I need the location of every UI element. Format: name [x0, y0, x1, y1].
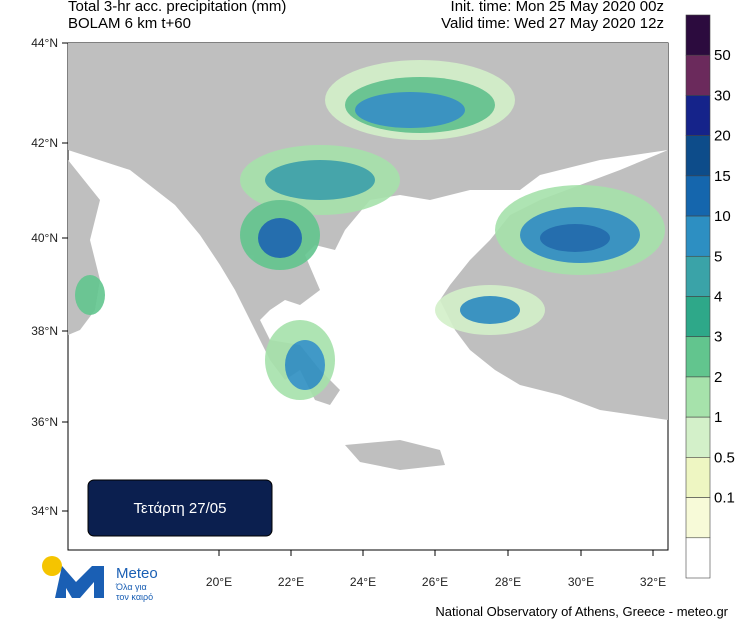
colorbar-label: 30: [714, 87, 731, 104]
valid-time: Valid time: Wed 27 May 2020 12z: [441, 15, 664, 32]
colorbar-box: [685, 416, 711, 458]
colorbar-box: [685, 537, 711, 579]
lat-tick-label: 38°N: [31, 324, 58, 338]
colorbar-box: [685, 215, 711, 257]
lat-tick-label: 44°N: [31, 36, 58, 50]
lon-tick-label: 22°E: [278, 575, 304, 589]
init-time: Init. time: Mon 25 May 2020 00z: [451, 0, 664, 15]
lon-ticks: 20°E 22°E 24°E 26°E 28°E 30°E 32°E: [206, 550, 666, 589]
logo: Meteo Όλα για τον καιρό: [42, 556, 158, 602]
map: 44°N 42°N 40°N 38°N 36°N 34°N 20°E 22°E 24°E 26°…: [31, 36, 669, 589]
colorbar-box: [685, 175, 711, 217]
colorbar-label: 2: [714, 369, 722, 386]
lon-tick-label: 26°E: [422, 575, 448, 589]
precipitation: [75, 60, 665, 400]
colorbar-box: [685, 336, 711, 378]
colorbar-label: 0.1: [714, 490, 735, 507]
lat-tick-label: 40°N: [31, 231, 58, 245]
colorbar-box: [685, 135, 711, 177]
footer: National Observatory of Athens, Greece -…: [435, 604, 728, 619]
lon-tick-label: 32°E: [640, 575, 666, 589]
logo-sun: [42, 556, 62, 576]
lat-tick-label: 42°N: [31, 136, 58, 150]
day-box: [87, 479, 273, 537]
logo-tagline: τον καιρό: [116, 592, 153, 602]
subtitle: BOLAM 6 km t+60: [68, 15, 191, 32]
lat-tick-label: 36°N: [31, 415, 58, 429]
land-balkans: [68, 43, 668, 405]
lon-tick-label: 28°E: [495, 575, 521, 589]
land-crete: [345, 440, 445, 470]
lon-tick-label: 24°E: [350, 575, 376, 589]
colorbar-label: 4: [714, 289, 722, 306]
colorbar-box: [685, 497, 711, 539]
colorbar-label: 3: [714, 329, 722, 346]
colorbar-box: [685, 54, 711, 96]
colorbar-label: 15: [714, 168, 731, 185]
colorbar-label: 50: [714, 47, 731, 64]
colorbar-box: [685, 95, 711, 136]
colorbar-label: 0.5: [714, 449, 735, 466]
colorbar-box: [685, 255, 711, 297]
logo-tagline: Όλα για: [115, 582, 147, 592]
lat-tick-label: 34°N: [31, 504, 58, 518]
lon-tick-label: 20°E: [206, 575, 232, 589]
lon-tick-label: 30°E: [568, 575, 594, 589]
logo-mark: [55, 566, 104, 598]
colorbar-box: [685, 376, 711, 418]
colorbar-box: [685, 14, 711, 56]
colorbar-box: [685, 296, 711, 338]
colorbar: 50 30 20 15 10 5 4 3 2 1 0.5 0.1: [685, 14, 735, 579]
colorbar-label: 5: [714, 248, 722, 265]
logo-name: Meteo: [116, 565, 158, 582]
colorbar-box: [685, 457, 711, 498]
day-label: Τετάρτη 27/05: [134, 500, 227, 517]
title: Total 3-hr acc. precipitation (mm): [68, 0, 286, 15]
colorbar-label: 1: [714, 409, 722, 426]
colorbar-label: 20: [714, 128, 731, 145]
colorbar-label: 10: [714, 208, 731, 225]
lat-ticks: 44°N 42°N 40°N 38°N 36°N 34°N: [31, 36, 68, 518]
